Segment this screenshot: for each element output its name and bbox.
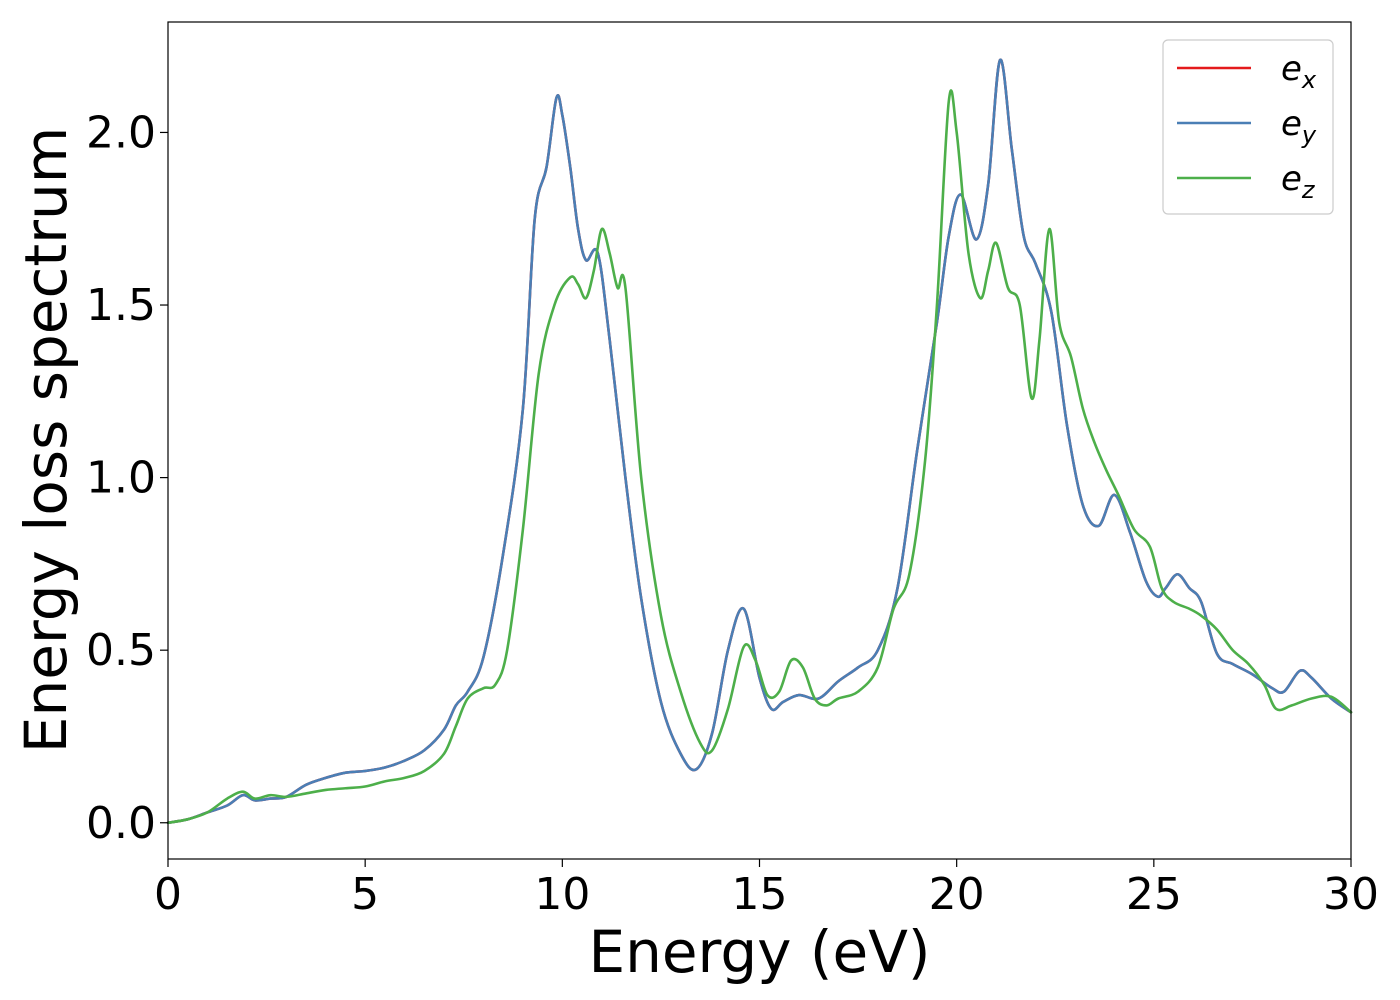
legend-box — [1162, 39, 1334, 215]
y-tick-label: 0.0 — [86, 798, 156, 849]
series-line-z — [166, 89, 1353, 825]
plot-lines — [166, 58, 1353, 825]
y-axis-ticks: 0.0 0.5 1.0 1.5 2.0 — [86, 107, 168, 849]
y-axis-label: Energy loss spectrum — [12, 127, 80, 753]
y-tick-label: 2.0 — [86, 107, 156, 158]
legend-label-x: ex — [1281, 49, 1317, 94]
series-line-y — [166, 58, 1353, 825]
y-tick-label: 1.0 — [86, 453, 156, 504]
x-tick-label: 0 — [154, 869, 182, 920]
x-tick-label: 5 — [351, 869, 379, 920]
legend-label-z: ez — [1281, 159, 1316, 204]
x-axis-ticks: 0 5 10 15 20 25 30 — [154, 859, 1379, 920]
legend-label-y: ey — [1281, 104, 1317, 149]
legend: ex ey ez — [1162, 39, 1334, 215]
x-tick-label: 30 — [1323, 869, 1379, 920]
x-tick-label: 25 — [1126, 869, 1182, 920]
y-tick-label: 0.5 — [86, 625, 156, 676]
x-tick-label: 15 — [732, 869, 788, 920]
x-tick-label: 20 — [929, 869, 985, 920]
y-tick-label: 1.5 — [86, 280, 156, 331]
x-axis-label: Energy (eV) — [588, 918, 930, 986]
x-tick-label: 10 — [534, 869, 590, 920]
